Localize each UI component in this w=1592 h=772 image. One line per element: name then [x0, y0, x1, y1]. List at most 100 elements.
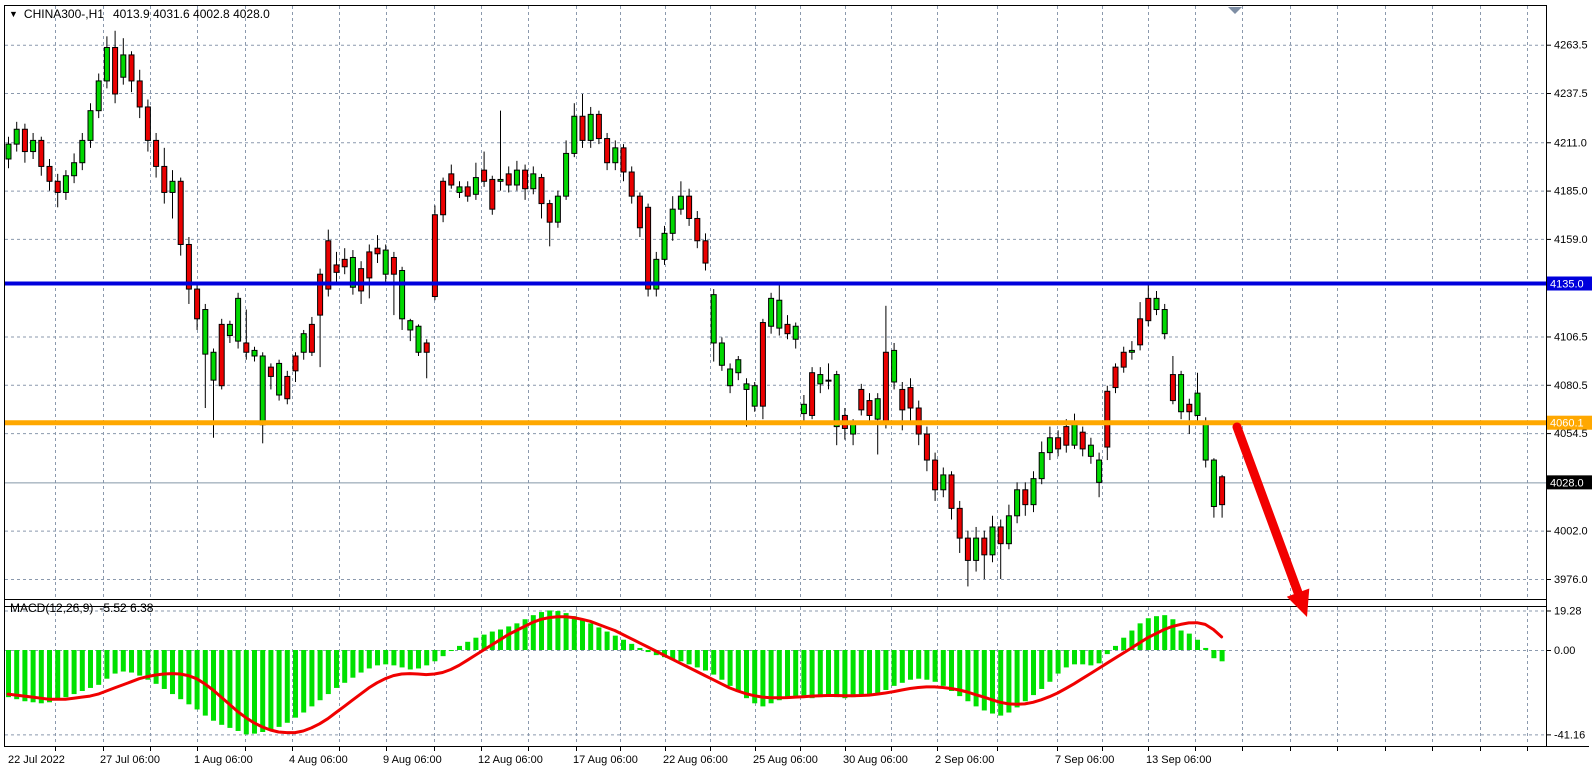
candle-bearish [923, 433, 930, 461]
candle-bullish [1202, 420, 1209, 461]
macd-bar [1162, 615, 1168, 650]
candle-bullish [1087, 444, 1094, 457]
candle-bearish [858, 388, 865, 411]
time-axis[interactable]: 22 Jul 2022 27 Jul 06:00 1 Aug 06:00 4 Aug … [8, 747, 1528, 766]
macd-bar [407, 650, 413, 670]
candle-bullish [1153, 297, 1160, 311]
macd-bar [243, 650, 249, 735]
macd-bar [112, 650, 118, 674]
candle-bearish [620, 147, 627, 173]
candle-bearish [366, 251, 373, 279]
macd-bar [1113, 645, 1118, 650]
symbol-dropdown-icon[interactable]: ▼ [9, 9, 18, 19]
macd-bar [744, 650, 749, 699]
macd-bar [1014, 650, 1020, 708]
time-axis-label: 9 Aug 06:00 [383, 754, 442, 766]
macd-bar [342, 650, 348, 683]
macd-bar [1022, 650, 1028, 702]
candle-bearish [579, 115, 586, 141]
price-axis-label: 3976.0 [1554, 574, 1588, 586]
trend-arrow-shaft[interactable] [1232, 422, 1303, 598]
candle-bullish [891, 349, 898, 383]
macd-bar [1088, 650, 1094, 666]
candle-bullish [210, 351, 217, 381]
candle-bearish [423, 342, 430, 353]
candle-bullish [1071, 422, 1078, 446]
price-axis-label: 4106.5 [1554, 331, 1588, 343]
candle-bearish [1145, 297, 1152, 322]
macd-bar [850, 650, 856, 698]
candle-bearish [784, 323, 791, 335]
macd-bar [457, 645, 462, 650]
macd-bar [981, 650, 987, 711]
candle-bullish [940, 474, 947, 491]
candle-bearish [464, 186, 471, 197]
macd-bar [440, 650, 446, 657]
macd-bar [604, 631, 610, 650]
macd-bar [366, 650, 372, 669]
candle-bearish [546, 203, 553, 223]
macd-bar [260, 650, 266, 732]
candle-bullish [989, 526, 996, 556]
macd-bar [79, 650, 85, 691]
macd-bar [1031, 650, 1036, 696]
candle-bullish [612, 147, 619, 164]
macd-bar [1055, 650, 1061, 674]
macd-bar [875, 650, 881, 694]
macd-bar [891, 650, 897, 686]
candle-bullish [226, 323, 233, 337]
macd-bar [965, 650, 971, 702]
macd-bar [47, 650, 52, 703]
macd-bar [399, 650, 405, 668]
time-axis-label: 25 Aug 06:00 [753, 754, 818, 766]
candle-bearish [759, 322, 766, 407]
macd-bar [785, 650, 790, 699]
candle-bearish [522, 169, 529, 190]
time-axis-label: 17 Aug 06:00 [573, 754, 638, 766]
candle-bullish [235, 297, 242, 342]
candle-bearish [604, 138, 611, 164]
chart-shift-marker-icon[interactable] [1228, 7, 1242, 14]
macd-scale-label: 19.28 [1554, 605, 1582, 617]
candle-bearish [243, 342, 250, 353]
macd-bar [170, 650, 175, 695]
candle-bullish [71, 162, 78, 177]
candle-bearish [702, 240, 709, 264]
macd-bar [481, 634, 487, 650]
candle-bullish [727, 368, 734, 387]
candle-bearish [284, 375, 291, 400]
macd-bar [465, 641, 471, 650]
time-axis-label: 22 Aug 06:00 [663, 754, 728, 766]
candle-bullish [300, 333, 307, 353]
macd-bar [998, 650, 1004, 716]
candle-bullish [776, 299, 783, 329]
candle-bearish [1120, 351, 1127, 368]
price-axis-label: 4002.0 [1554, 526, 1588, 538]
price-axis[interactable]: 4263.5 4237.5 4211.0 4185.0 4159.0 4106.5 4080… [1546, 40, 1588, 742]
candle-bullish [103, 46, 110, 82]
candle-bullish [497, 178, 504, 182]
candle-bearish [636, 195, 643, 229]
macd-bar [309, 650, 315, 707]
macd-bar [383, 650, 389, 665]
macd-bar [448, 650, 454, 652]
macd-bar [6, 650, 11, 698]
pane-separator[interactable] [4, 599, 1547, 606]
trend-arrow-head[interactable] [1286, 588, 1310, 618]
candle-bearish [177, 180, 184, 245]
macd-bar [63, 650, 69, 698]
macd-scale-label: 0.00 [1554, 645, 1575, 657]
candle-bearish [333, 264, 340, 273]
candle-bullish [817, 374, 824, 385]
candle-bullish [251, 349, 258, 357]
macd-bar [153, 650, 159, 684]
candle-bullish [874, 398, 881, 420]
candle-bullish [718, 342, 725, 366]
candle-bearish [997, 526, 1004, 545]
candlestick-series [5, 30, 1226, 587]
time-axis-label: 27 Jul 06:00 [100, 754, 160, 766]
time-axis-label: 12 Aug 06:00 [478, 754, 543, 766]
candle-bullish [973, 537, 980, 561]
